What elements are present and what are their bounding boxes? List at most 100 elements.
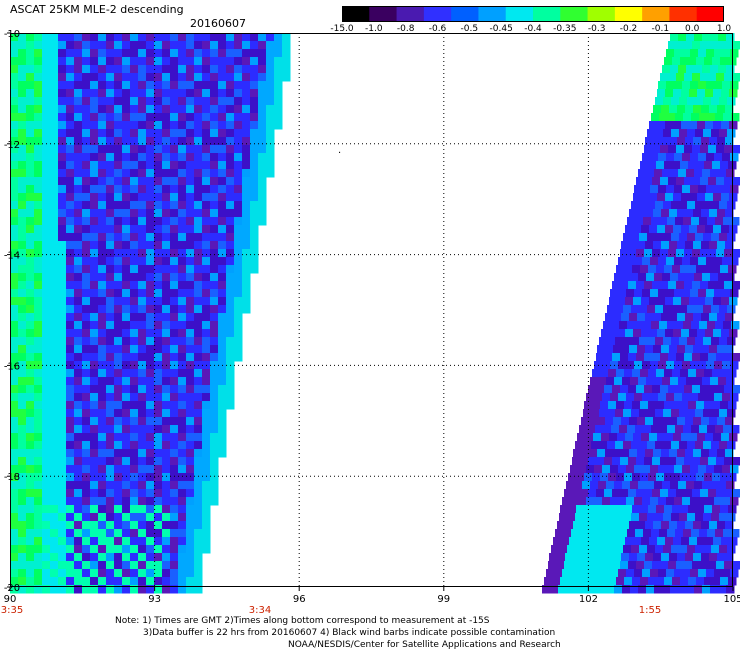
colorbar-label: -15.0 [330,24,354,34]
swath-cell [122,561,131,570]
swath-cell [170,433,179,442]
swath-cell [226,201,235,210]
swath-cell [178,385,187,394]
swath-cell [154,401,163,410]
swath-cell [10,241,19,250]
swath-cell [186,137,195,146]
swath-cell [42,265,51,274]
swath-cell [677,105,686,114]
swath-cell [178,305,187,314]
swath-cell [42,249,51,258]
swath-cell [122,185,131,194]
swath-cell [698,81,707,90]
swath-cell [659,217,668,226]
swath-cell [218,449,227,458]
swath-cell [695,545,704,554]
swath-cell [194,249,203,258]
swath-cell [692,177,701,186]
swath-cell [66,241,75,250]
swath-cell [98,201,107,210]
swath-cell [594,465,603,474]
swath-cell [90,241,99,250]
swath-cell [657,225,666,234]
swath-cell [58,217,67,226]
swath-cell [202,385,211,394]
swath-cell [26,337,35,346]
swath-cell [688,369,697,378]
swath-cell [588,385,597,394]
swath-cell [90,33,99,42]
colorbar-segment [342,6,370,22]
swath-cell [194,385,203,394]
swath-cell [114,345,123,354]
swath-cell [637,553,646,562]
swath-cell [130,553,139,562]
swath-cell [42,513,51,522]
swath-cell [178,281,187,290]
swath-cell [583,513,592,522]
swath-cell [130,433,139,442]
swath-cell [114,49,123,58]
swath-cell [714,257,723,266]
swath-cell [570,497,579,506]
swath-cell [194,489,203,498]
swath-cell [42,81,51,90]
swath-cell [98,129,107,138]
swath-cell [250,225,259,234]
swath-cell [714,497,723,506]
swath-cell [697,89,706,98]
swath-cell [34,265,43,274]
swath-cell [138,193,147,202]
swath-cell [162,433,171,442]
swath-cell [42,257,51,266]
swath-cell [649,329,658,338]
swath-cell [74,129,83,138]
swath-cell [82,393,91,402]
swath-cell [226,233,235,242]
swath-cell [130,521,139,530]
swath-cell [685,417,694,426]
swath-cell [671,513,680,522]
swath-cell [122,113,131,122]
swath-cell [226,89,235,98]
swath-cell [74,225,83,234]
swath-cell [226,49,235,58]
swath-cell [18,257,27,266]
swath-cell [226,345,235,354]
swath-cell [146,241,155,250]
swath-cell [648,577,657,586]
swath-cell [610,393,619,402]
swath-cell [74,537,83,546]
swath-cell [677,137,686,146]
swath-cell [50,537,59,546]
swath-cell [258,105,267,114]
swath-cell [234,57,243,66]
swath-cell [598,585,607,594]
swath-cell [676,41,685,50]
swath-cell [689,329,698,338]
swath-cell [629,241,638,250]
swath-cell [26,89,35,98]
swath-cell [682,393,691,402]
swath-cell [646,585,655,594]
swath-cell [130,345,139,354]
swath-cell [42,569,51,578]
swath-cell [90,137,99,146]
swath-cell [10,569,19,578]
swath-cell [82,585,91,594]
swath-cell [122,225,131,234]
swath-cell [26,585,35,594]
swath-cell [146,337,155,346]
swath-cell [226,81,235,90]
swath-cell [602,497,611,506]
swath-cell [680,57,689,66]
swath-cell [649,193,658,202]
swath-cell [573,553,582,562]
swath-cell [114,65,123,74]
swath-cell [250,193,259,202]
swath-cell [202,465,211,474]
swath-cell [218,441,227,450]
swath-cell [631,305,640,314]
swath-cell [717,553,726,562]
swath-cell [631,409,640,418]
